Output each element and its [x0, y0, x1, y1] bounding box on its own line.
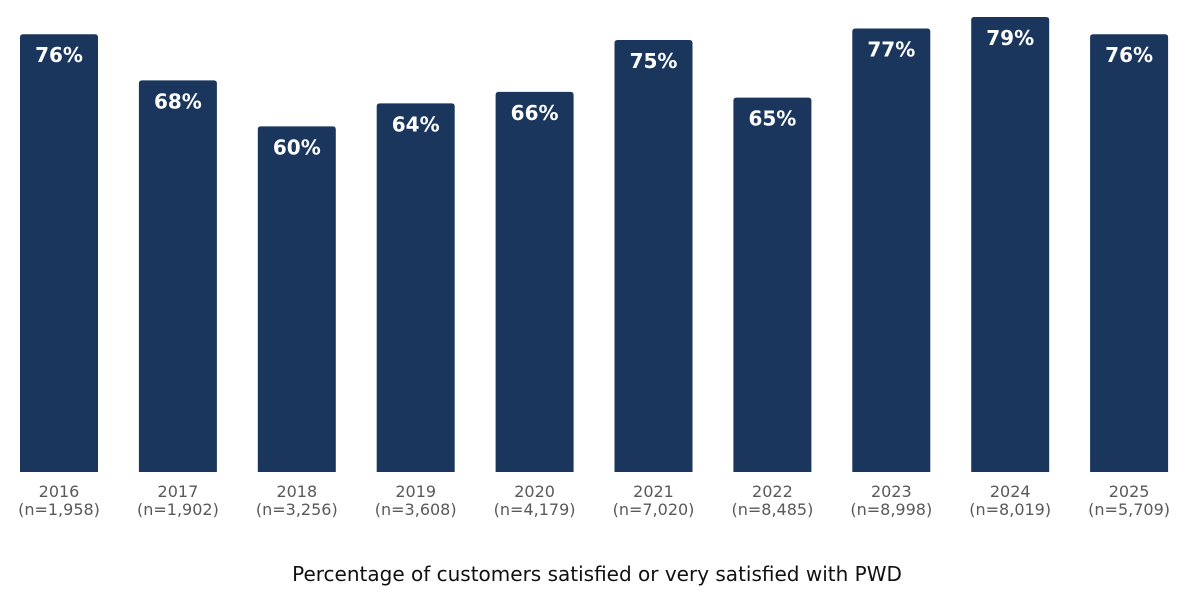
sample-size-label: (n=3,256): [256, 500, 338, 519]
sample-size-label: (n=8,485): [731, 500, 813, 519]
bar-2016: [20, 34, 98, 473]
x-tick-label: 2018: [276, 482, 317, 501]
bar-2024: [971, 16, 1050, 473]
bar-2023: [852, 28, 931, 472]
sample-size-label: (n=3,608): [375, 500, 457, 519]
x-tick-label: 2022: [752, 482, 793, 501]
sample-size-label: (n=5,709): [1088, 500, 1170, 519]
value-label: 64%: [392, 112, 440, 136]
x-tick-label: 2017: [158, 482, 199, 501]
sample-size-label: (n=7,020): [613, 500, 695, 519]
bar-2017: [138, 80, 217, 472]
value-label: 76%: [1105, 43, 1153, 67]
x-tick-label: 2019: [395, 482, 436, 501]
value-label: 66%: [511, 101, 559, 125]
chart-title: Percentage of customers satisfied or ver…: [292, 562, 902, 586]
value-label: 68%: [154, 89, 202, 113]
bar-2022: [733, 97, 812, 472]
x-tick-label: 2020: [514, 482, 555, 501]
bar-2021: [614, 40, 693, 472]
value-label: 75%: [630, 49, 678, 73]
bar-chart: 76%2016(n=1,958)68%2017(n=1,902)60%2018(…: [18, 16, 1170, 519]
bar-2019: [376, 103, 455, 473]
sample-size-label: (n=8,019): [969, 500, 1051, 519]
bar-2025: [1090, 34, 1169, 473]
bar-2018: [257, 126, 336, 473]
sample-size-label: (n=1,902): [137, 500, 219, 519]
value-label: 76%: [35, 43, 83, 67]
x-tick-label: 2021: [633, 482, 674, 501]
x-tick-label: 2024: [990, 482, 1031, 501]
value-label: 77%: [867, 37, 915, 61]
sample-size-label: (n=4,179): [494, 500, 576, 519]
x-tick-label: 2016: [39, 482, 80, 501]
x-tick-label: 2023: [871, 482, 912, 501]
x-tick-label: 2025: [1109, 482, 1150, 501]
value-label: 79%: [986, 26, 1034, 50]
value-label: 65%: [748, 107, 796, 131]
value-label: 60%: [273, 135, 321, 159]
sample-size-label: (n=1,958): [18, 500, 100, 519]
sample-size-label: (n=8,998): [850, 500, 932, 519]
bar-2020: [495, 91, 574, 472]
